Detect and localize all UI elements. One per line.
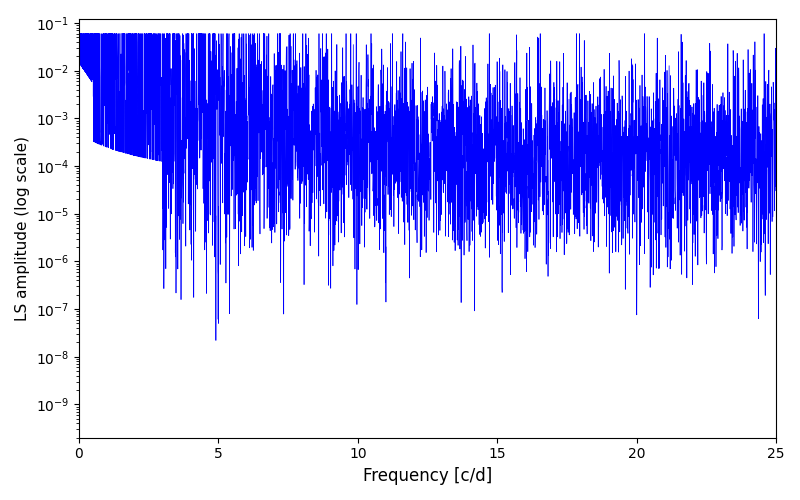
X-axis label: Frequency [c/d]: Frequency [c/d] [363,467,492,485]
Y-axis label: LS amplitude (log scale): LS amplitude (log scale) [15,136,30,321]
